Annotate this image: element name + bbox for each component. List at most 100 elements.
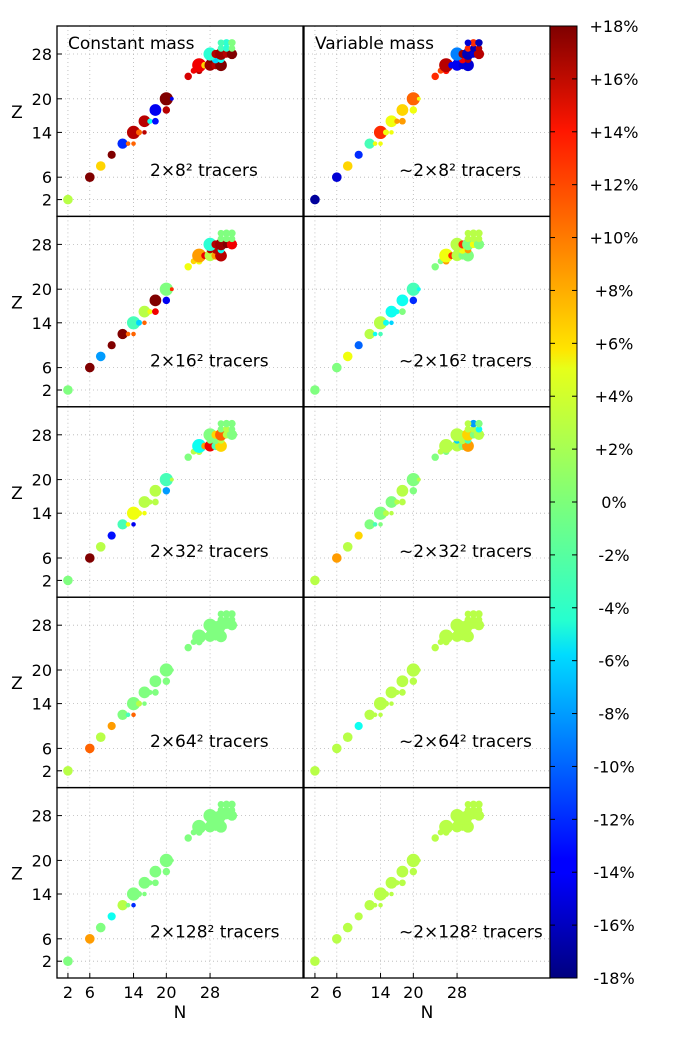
isotope-marker	[470, 425, 477, 433]
isotope-marker	[310, 575, 320, 586]
isotope-marker	[364, 328, 375, 340]
isotope-marker	[416, 668, 421, 672]
isotope-marker	[475, 419, 483, 428]
colorbar-tick-label: +16%	[590, 70, 639, 89]
isotope-marker	[475, 610, 483, 618]
isotope-marker	[136, 129, 142, 136]
isotope-marker	[473, 239, 485, 250]
isotope-marker	[470, 806, 477, 814]
isotope-marker	[406, 92, 420, 106]
isotope-marker	[409, 296, 418, 305]
isotope-marker	[475, 800, 483, 809]
isotope-marker	[342, 732, 353, 742]
isotope-marker	[469, 229, 478, 237]
panel-label: ~2×128² tracers	[399, 923, 543, 943]
isotope-marker	[409, 867, 418, 876]
isotope-marker	[439, 58, 454, 73]
isotope-marker	[332, 362, 342, 373]
isotope-marker	[169, 858, 174, 863]
isotope-marker	[226, 429, 238, 440]
isotope-marker	[159, 663, 173, 677]
panel-frame	[56, 215, 304, 408]
isotope-marker	[147, 499, 153, 505]
isotope-marker	[464, 610, 472, 618]
isotope-marker	[223, 45, 230, 52]
isotope-marker	[226, 810, 238, 821]
isotope-marker	[131, 902, 136, 908]
panel-label: ~2×8² tracers	[399, 161, 521, 181]
isotope-marker	[469, 419, 478, 428]
isotope-marker	[332, 172, 342, 182]
isotope-marker	[217, 39, 225, 47]
isotope-marker	[184, 453, 192, 461]
isotope-marker	[217, 420, 225, 427]
isotope-marker	[406, 853, 420, 868]
isotope-marker	[138, 686, 151, 699]
isotope-marker	[385, 115, 398, 128]
y-tick-label: 14	[32, 314, 52, 333]
x-tick-label: 2	[310, 983, 320, 1002]
isotope-marker	[215, 238, 227, 251]
y-tick-label: 2	[42, 381, 52, 400]
isotope-marker	[342, 161, 353, 171]
panel-frame	[303, 786, 551, 979]
isotope-marker	[439, 439, 454, 453]
isotope-marker	[192, 439, 207, 453]
isotope-marker	[222, 229, 231, 237]
isotope-marker	[125, 712, 131, 718]
y-tick-label: 2	[42, 952, 52, 971]
isotope-marker	[85, 743, 95, 754]
isotope-marker	[149, 294, 162, 307]
isotope-marker	[342, 922, 353, 933]
panel-frame	[303, 25, 551, 218]
isotope-marker	[162, 296, 171, 305]
isotope-marker	[184, 72, 192, 81]
y-axis-label: Z	[11, 103, 23, 123]
isotope-marker	[152, 117, 159, 125]
isotope-marker	[373, 697, 388, 711]
colorbar-tick-label: -6%	[598, 652, 629, 671]
isotope-marker	[192, 819, 207, 834]
isotope-marker	[469, 39, 478, 47]
isotope-marker	[192, 248, 207, 263]
isotope-marker	[226, 48, 238, 60]
y-tick-label: 6	[42, 739, 52, 758]
isotope-marker	[136, 319, 142, 326]
isotope-marker	[85, 172, 95, 182]
panel-label: ~2×64² tracers	[399, 732, 532, 752]
y-tick-label: 2	[42, 571, 52, 590]
text-layer: Constant mass Variable mass N N 2×8² tra…	[11, 34, 543, 1023]
isotope-marker	[117, 138, 128, 149]
y-tick-label: 14	[32, 695, 52, 714]
isotope-marker	[228, 229, 236, 237]
isotope-marker	[136, 891, 142, 897]
isotope-marker	[372, 712, 378, 718]
y-tick-label: 28	[32, 45, 52, 64]
panel-frame	[303, 215, 551, 408]
isotope-marker	[310, 766, 320, 776]
panel-frame	[56, 406, 304, 598]
isotope-marker	[228, 806, 236, 814]
isotope-marker	[117, 328, 128, 340]
isotope-marker	[464, 616, 472, 623]
isotope-marker	[354, 150, 363, 159]
isotope-marker	[394, 499, 400, 505]
isotope-marker	[142, 701, 147, 706]
isotope-marker	[473, 810, 485, 821]
isotope-marker	[372, 522, 378, 527]
isotope-marker	[416, 477, 421, 482]
panel-label: 2×8² tracers	[150, 161, 258, 181]
isotope-marker	[475, 45, 483, 52]
isotope-marker	[192, 629, 207, 644]
isotope-marker	[152, 879, 159, 887]
isotope-marker	[85, 553, 95, 563]
isotope-marker	[159, 473, 173, 487]
isotope-marker	[85, 362, 95, 373]
y-tick-label: 2	[42, 191, 52, 210]
isotope-marker	[439, 248, 454, 263]
isotope-marker	[217, 806, 225, 814]
panel-label: 2×64² tracers	[150, 732, 269, 752]
panel-label: 2×128² tracers	[150, 923, 280, 943]
isotope-marker	[228, 425, 236, 433]
